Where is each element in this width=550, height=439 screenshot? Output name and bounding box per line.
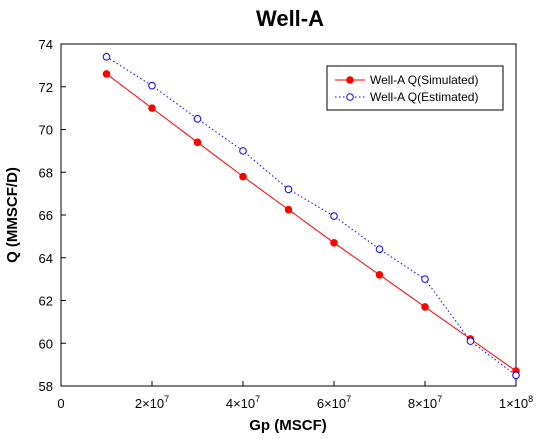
- series-2-point: [375, 245, 384, 253]
- y-tick-label: 74: [39, 37, 53, 52]
- series-1-point: [239, 172, 247, 181]
- y-tick-label: 66: [39, 208, 53, 223]
- series-layer: [102, 53, 520, 380]
- series-2-point: [102, 53, 111, 61]
- x-tick-label: 6×107: [317, 394, 351, 411]
- series-2-point: [330, 212, 338, 220]
- series-1-point: [102, 70, 111, 78]
- series-2-point: [193, 115, 202, 123]
- series-2-point: [239, 147, 247, 155]
- y-tick-label: 60: [39, 336, 53, 351]
- series-line-1: [106, 73, 517, 372]
- x-tick-label: 4×107: [226, 394, 260, 411]
- x-tick-label: 1×108: [499, 394, 533, 411]
- series-2-point: [512, 371, 520, 380]
- x-axis-ticks: 0 2×107 4×107 6×107 8×107 1×108: [57, 381, 533, 411]
- y-tick-label: 64: [39, 251, 53, 266]
- x-tick-label: 8×107: [408, 394, 442, 411]
- legend-label: Well-A Q(Estimated): [370, 90, 478, 104]
- series-1-point: [284, 205, 293, 214]
- y-tick-label: 62: [39, 294, 53, 309]
- chart-title: Well-A: [256, 6, 324, 31]
- legend: Well-A Q(Simulated) Well-A Q(Estimated): [326, 65, 504, 111]
- x-tick-label: 0: [57, 396, 64, 411]
- y-tick-label: 72: [39, 80, 53, 95]
- x-axis-label: Gp (MSCF): [249, 417, 326, 434]
- legend-box: [326, 65, 504, 111]
- legend-label: Well-A Q(Simulated): [370, 73, 478, 87]
- legend-marker: [346, 93, 354, 101]
- y-axis-ticks: 58 60 62 64 66 68 70 72 74: [39, 37, 66, 394]
- y-tick-label: 58: [39, 379, 53, 394]
- series-1-point: [193, 138, 202, 147]
- series-2-point: [284, 185, 293, 194]
- y-axis-label: Q (MMSCF/D): [4, 167, 21, 263]
- legend-marker: [346, 76, 354, 84]
- series-2-point: [421, 275, 429, 283]
- series-1-point: [421, 303, 429, 311]
- y-tick-label: 68: [39, 165, 53, 180]
- series-1-point: [330, 238, 338, 247]
- y-tick-label: 70: [39, 123, 53, 138]
- series-1-point: [148, 104, 156, 112]
- x-tick-label: 2×107: [135, 394, 169, 411]
- series-2-point: [148, 81, 156, 90]
- series-1-point: [375, 271, 384, 279]
- series-2-point: [466, 337, 475, 345]
